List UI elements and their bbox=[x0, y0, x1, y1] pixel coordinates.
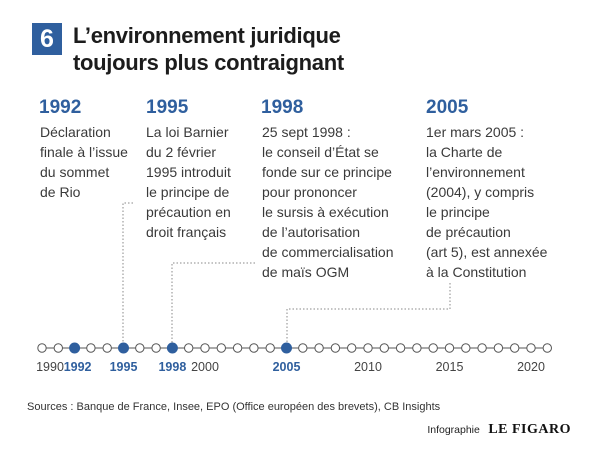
timeline-dot-2003 bbox=[249, 343, 259, 353]
timeline-dot-highlight-2005 bbox=[281, 342, 292, 354]
event-year-1992: 1992 bbox=[39, 97, 82, 118]
event-line: la Charte de bbox=[426, 144, 503, 160]
event-line: La loi Barnier bbox=[146, 124, 229, 140]
event-year-1995: 1995 bbox=[146, 97, 189, 118]
timeline-dot-2012 bbox=[395, 343, 406, 353]
timeline-dot-2020 bbox=[526, 343, 536, 353]
page-title: L’environnement juridique toujours plus … bbox=[73, 22, 344, 76]
title-line-1: L’environnement juridique bbox=[73, 23, 341, 48]
axis-label-2000: 2000 bbox=[191, 360, 219, 374]
event-line: de maïs OGM bbox=[262, 264, 350, 280]
le-figaro-logo: LE FIGARO bbox=[488, 421, 571, 437]
event-line: de l’autorisation bbox=[262, 224, 361, 240]
timeline-dot-1994 bbox=[102, 343, 112, 353]
timeline-dot-2016 bbox=[461, 343, 471, 353]
timeline-dot-highlight-1995 bbox=[118, 342, 129, 354]
axis-label-1990: 1990 bbox=[36, 360, 64, 374]
event-line: de précaution bbox=[426, 224, 511, 240]
timeline-dot-1996 bbox=[135, 343, 145, 353]
timeline-dot-2019 bbox=[510, 343, 520, 353]
event-year-2005: 2005 bbox=[426, 97, 469, 118]
axis-label-1995: 1995 bbox=[110, 360, 138, 374]
timeline-dot-2013 bbox=[412, 343, 422, 353]
timeline-dot-2014 bbox=[428, 343, 438, 353]
timeline-dot-2004 bbox=[265, 343, 275, 353]
timeline-dot-highlight-1992 bbox=[69, 342, 81, 354]
event-line: (art 5), est annexée bbox=[426, 244, 548, 260]
timeline-dot-2002 bbox=[232, 343, 243, 353]
timeline-dot-1997 bbox=[151, 343, 161, 353]
timeline-dot-2010 bbox=[363, 343, 373, 353]
timeline-dot-1991 bbox=[53, 343, 63, 353]
timeline-dot-2015 bbox=[444, 343, 455, 353]
timeline-dot-1993 bbox=[86, 343, 96, 353]
event-text-1998: 25 sept 1998 : le conseil d’État se fond… bbox=[262, 122, 394, 282]
event-line: précaution en bbox=[146, 204, 231, 220]
event-line: droit français bbox=[146, 224, 227, 240]
timeline-dot-2001 bbox=[216, 343, 227, 353]
event-line: (2004), y compris bbox=[426, 184, 535, 200]
timeline-dot-2011 bbox=[379, 343, 389, 353]
event-line: le conseil d’État se bbox=[262, 144, 379, 160]
event-year-1998: 1998 bbox=[261, 97, 304, 118]
axis-label-1992: 1992 bbox=[64, 360, 92, 374]
event-text-1995: La loi Barnier du 2 février 1995 introdu… bbox=[146, 122, 231, 242]
event-line: l’environnement bbox=[426, 164, 525, 180]
event-line: le sursis à exécution bbox=[262, 204, 389, 220]
timeline-dot-1999 bbox=[184, 343, 194, 353]
timeline-dot-2007 bbox=[314, 343, 324, 353]
event-line: Déclaration bbox=[40, 124, 111, 140]
axis-label-2005: 2005 bbox=[273, 360, 301, 374]
connector-1998 bbox=[171, 262, 255, 348]
connector-1995 bbox=[122, 202, 133, 348]
timeline-dot-2008 bbox=[330, 343, 341, 353]
event-line: de Rio bbox=[40, 184, 81, 200]
timeline-dot-2000 bbox=[200, 343, 210, 353]
event-line: 1995 introduit bbox=[146, 164, 231, 180]
event-line: à la Constitution bbox=[426, 264, 527, 280]
event-line: du sommet bbox=[40, 164, 110, 180]
event-line: fonde sur ce principe bbox=[262, 164, 392, 180]
axis-label-2010: 2010 bbox=[354, 360, 382, 374]
event-line: finale à l’issue bbox=[40, 144, 128, 160]
timeline-dot-2018 bbox=[493, 343, 504, 353]
sources-note: Sources : Banque de France, Insee, EPO (… bbox=[27, 401, 441, 413]
credit-prefix: Infographie bbox=[427, 423, 480, 436]
section-number-badge: 6 bbox=[32, 23, 62, 55]
timeline-dot-2009 bbox=[347, 343, 357, 353]
event-line: du 2 février bbox=[146, 144, 217, 160]
axis-label-1998: 1998 bbox=[158, 360, 186, 374]
connector-2005 bbox=[286, 283, 451, 348]
timeline-dot-highlight-1998 bbox=[166, 342, 178, 354]
event-line: de commercialisation bbox=[262, 244, 394, 260]
event-line: 1er mars 2005 : bbox=[426, 124, 525, 140]
event-text-1992: Déclaration finale à l’issue du sommet d… bbox=[40, 122, 128, 202]
timeline-dot-2021 bbox=[542, 343, 552, 353]
timeline-dot-1990 bbox=[37, 343, 47, 353]
title-line-2: toujours plus contraignant bbox=[73, 50, 344, 75]
timeline-dot-2017 bbox=[477, 343, 487, 353]
credit: Infographie LE FIGARO bbox=[427, 421, 571, 439]
axis-label-2020: 2020 bbox=[517, 360, 545, 374]
event-line: le principe bbox=[426, 204, 490, 220]
event-line: 25 sept 1998 : bbox=[262, 124, 351, 140]
event-text-2005: 1er mars 2005 : la Charte de l’environne… bbox=[426, 122, 547, 282]
event-line: le principe de bbox=[146, 184, 230, 200]
timeline-dot-2006 bbox=[298, 343, 308, 353]
event-line: pour prononcer bbox=[262, 184, 357, 200]
axis-label-2015: 2015 bbox=[436, 360, 464, 374]
